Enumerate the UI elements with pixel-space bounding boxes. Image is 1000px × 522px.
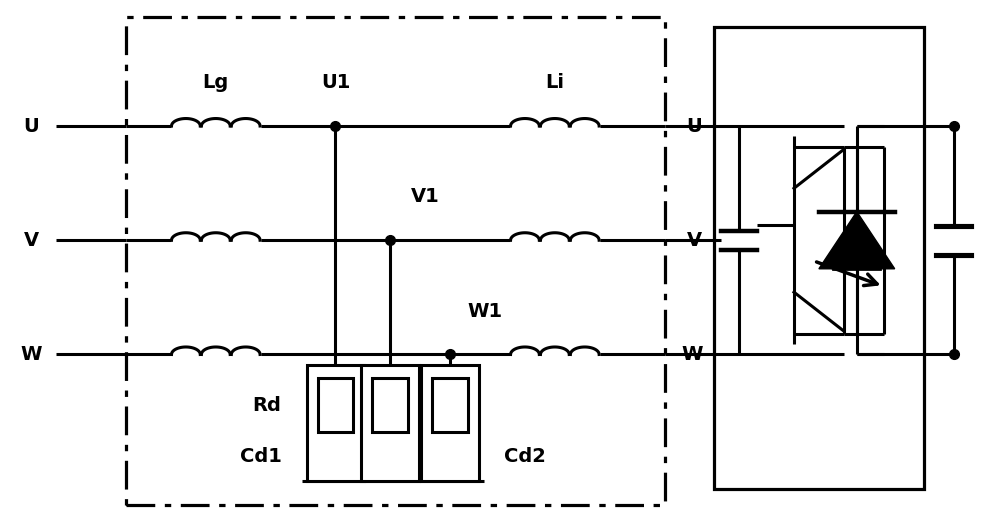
- Text: Cd2: Cd2: [504, 447, 546, 466]
- Bar: [361, 365, 419, 481]
- Text: W1: W1: [467, 302, 503, 321]
- Text: Cd1: Cd1: [240, 447, 282, 466]
- Text: W: W: [681, 345, 702, 364]
- Text: Rd: Rd: [253, 396, 282, 414]
- Text: W: W: [21, 345, 42, 364]
- Text: V: V: [24, 231, 39, 250]
- Bar: [372, 378, 408, 432]
- Text: V1: V1: [411, 187, 440, 207]
- Bar: [714, 27, 924, 490]
- Text: U: U: [23, 116, 39, 136]
- Bar: [307, 365, 364, 481]
- Text: Li: Li: [545, 73, 564, 92]
- Text: Lg: Lg: [203, 73, 229, 92]
- Polygon shape: [819, 212, 895, 269]
- Text: U: U: [687, 116, 702, 136]
- Bar: [421, 365, 479, 481]
- Bar: [318, 378, 353, 432]
- Bar: [432, 378, 468, 432]
- Text: V: V: [687, 231, 702, 250]
- Text: U1: U1: [321, 73, 350, 92]
